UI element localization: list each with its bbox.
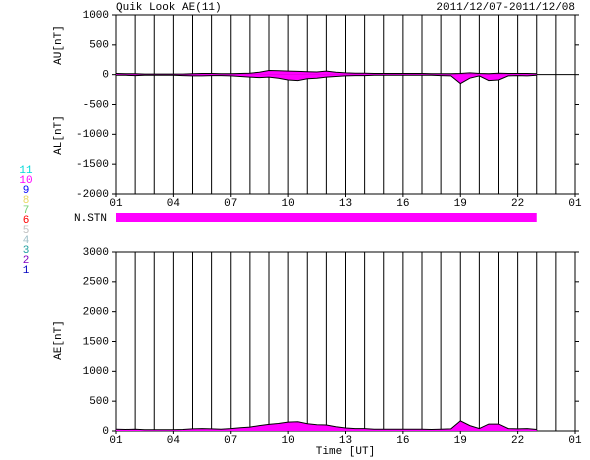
area	[116, 70, 537, 75]
y-tick-label: -2000	[76, 189, 109, 201]
x-tick-label: 22	[511, 435, 524, 447]
y-tick-label: 2500	[83, 277, 109, 289]
x-tick-label: 10	[282, 435, 295, 447]
line	[116, 74, 537, 85]
station-legend-label: 11	[19, 165, 33, 177]
plot-frame	[115, 14, 576, 195]
station-legend-label: 10	[19, 175, 32, 187]
y-tick-label: 0	[102, 426, 109, 438]
station-legend-label: 7	[23, 205, 30, 217]
y-tick-label: -1000	[76, 129, 109, 141]
y-tick-label: 500	[89, 396, 109, 408]
chart-title: Quik Look AE(11)	[116, 2, 222, 14]
x-tick-label: 19	[454, 435, 467, 447]
line	[115, 420, 537, 431]
y-tick-label: 3000	[83, 247, 109, 259]
area	[116, 420, 537, 431]
area	[116, 74, 537, 84]
x-tick-label: 01	[109, 198, 123, 210]
station-legend-label: 4	[23, 235, 30, 247]
y-axis-label: AL[nT]	[53, 115, 65, 155]
x-tick-label: 13	[339, 198, 352, 210]
x-tick-label: 16	[396, 198, 409, 210]
chart-subtitle: 2011/12/07-2011/12/08	[436, 2, 575, 14]
x-tick-label: 22	[511, 198, 524, 210]
y-tick-label: -1500	[76, 159, 109, 171]
y-tick-label: 0	[102, 70, 109, 82]
x-tick-label: 04	[167, 435, 181, 447]
x-tick-label: 07	[224, 435, 237, 447]
x-tick-label: 01	[568, 435, 582, 447]
x-tick-label: 19	[454, 198, 467, 210]
station-legend-label: 9	[23, 185, 30, 197]
y-tick-label: 1000	[83, 10, 109, 22]
y-tick-label: 1500	[83, 336, 109, 348]
station-legend-label: 6	[23, 215, 30, 227]
x-tick-label: 10	[282, 198, 295, 210]
station-legend-label: 2	[23, 255, 30, 267]
line	[115, 69, 537, 75]
x-tick-label: 01	[568, 198, 582, 210]
y-axis-label: AE[nT]	[53, 320, 65, 360]
station-legend-label: 3	[23, 245, 30, 257]
station-legend-label: 8	[23, 195, 30, 207]
y-tick-label: -500	[83, 99, 109, 111]
x-tick-label: 16	[396, 435, 409, 447]
station-legend-label: 1	[23, 265, 30, 277]
y-tick-label: 2000	[83, 307, 109, 319]
y-tick-label: 1000	[83, 366, 109, 378]
y-axis-label: AU[nT]	[53, 25, 65, 65]
y-tick-label: 500	[89, 40, 109, 52]
x-tick-label: 07	[224, 198, 237, 210]
x-tick-label: 13	[339, 435, 352, 447]
station-bar	[116, 213, 537, 222]
station-label: N.STN	[74, 213, 107, 225]
x-tick-label: 04	[167, 198, 181, 210]
x-tick-label: 01	[109, 435, 123, 447]
x-axis-label: Time [UT]	[316, 446, 375, 458]
station-legend-label: 5	[23, 225, 30, 237]
